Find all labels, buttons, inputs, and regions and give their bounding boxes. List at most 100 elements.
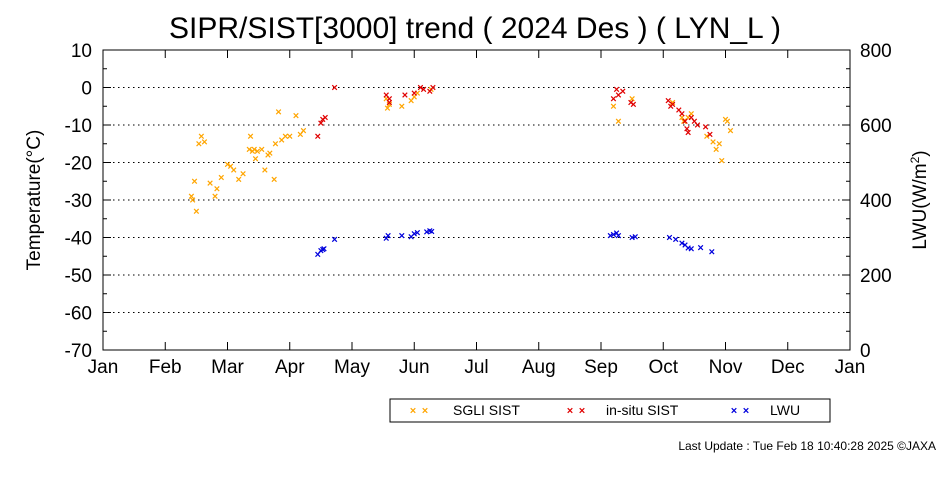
sgli-sist-point <box>218 174 224 181</box>
sgli-sist-point <box>259 146 265 153</box>
month-label: Feb <box>149 357 182 378</box>
lwu-point <box>615 232 622 239</box>
left-tick-label: -70 <box>65 341 92 362</box>
lwu-point <box>709 249 715 255</box>
legend-label-sgli: SGLI SIST <box>453 402 520 418</box>
sgli-sist-point <box>235 176 242 183</box>
sgli-sist-point <box>713 146 719 153</box>
right-tick-label: 200 <box>860 266 892 287</box>
legend-marker <box>731 407 737 414</box>
insitu-sist-point <box>679 111 685 117</box>
lwu-point <box>414 229 421 236</box>
month-label: Jul <box>464 357 488 378</box>
insitu-sist-point <box>402 92 408 98</box>
lwu-point <box>688 246 694 252</box>
insitu-sist-point <box>322 114 328 121</box>
insitu-sist-point <box>331 84 338 91</box>
sgli-sist-point <box>724 118 731 124</box>
month-label: Jan <box>88 357 119 378</box>
sgli-sist-point <box>300 127 307 134</box>
insitu-sist-point <box>685 129 691 136</box>
insitu-sist-point <box>669 101 676 108</box>
lwu-point <box>632 234 638 240</box>
sgli-sist-point <box>207 180 213 186</box>
sgli-sist-point <box>254 148 261 154</box>
sgli-sist-point <box>293 112 299 119</box>
sgli-sist-point <box>231 167 237 173</box>
insitu-sist-point <box>613 86 620 93</box>
sgli-sist-point <box>669 99 676 106</box>
month-label: Oct <box>648 357 678 378</box>
left-tick-label: -10 <box>65 116 92 137</box>
insitu-sist-point <box>411 90 417 96</box>
sgli-sist-point <box>386 101 393 108</box>
last-update-text: Last Update : Tue Feb 18 10:40:28 2025 ©… <box>678 439 936 453</box>
legend-marker <box>422 407 428 414</box>
legend-marker <box>743 407 749 414</box>
lwu-point <box>610 231 617 238</box>
lwu-point <box>679 240 685 246</box>
lwu-point <box>697 244 704 251</box>
left-tick-label: 0 <box>81 79 92 100</box>
axis-ticks: 100-10-20-30-40-50-60-708006004002000Jan… <box>65 41 892 378</box>
legend-marker <box>567 407 573 414</box>
sgli-sist-point <box>267 150 273 156</box>
month-label: Nov <box>709 357 743 378</box>
sgli-sist-point <box>251 146 257 153</box>
left-tick-label: -60 <box>65 304 92 325</box>
sgli-sist-point <box>193 208 200 214</box>
lwu-point <box>428 228 435 235</box>
lwu-point <box>321 246 327 252</box>
insitu-sist-point <box>684 126 690 132</box>
month-label: Mar <box>211 357 244 378</box>
lwu-point <box>672 236 679 243</box>
sgli-sist-point <box>282 133 289 139</box>
lwu-point <box>423 229 430 235</box>
lwu-point <box>399 232 405 239</box>
lwu-point <box>607 232 614 239</box>
sgli-sist-point <box>272 141 279 147</box>
insitu-sist-point <box>610 96 617 102</box>
legend-label-lwu: LWU <box>770 402 800 418</box>
sgli-sist-point <box>716 141 722 147</box>
sgli-sist-point <box>275 109 282 115</box>
sgli-sist-point <box>191 178 198 184</box>
month-label: Dec <box>771 357 805 378</box>
lwu-point <box>385 232 391 239</box>
left-tick-label: -20 <box>65 154 92 175</box>
sgli-sist-point <box>704 133 710 139</box>
left-tick-label: -40 <box>65 229 92 250</box>
sgli-sist-point <box>224 161 231 168</box>
sgli-sist-point <box>727 127 734 134</box>
left-axis-label: Temperature(°C) <box>24 130 45 271</box>
insitu-sist-point <box>682 118 688 124</box>
sgli-sist-point <box>681 118 687 124</box>
sgli-sist-point <box>615 118 622 124</box>
right-tick-label: 400 <box>860 191 892 212</box>
grid-lines <box>103 87 850 313</box>
right-tick-label: 600 <box>860 116 892 137</box>
lwu-point <box>411 231 417 237</box>
legend-marker <box>410 407 416 414</box>
legend-label-insitu: in-situ SIST <box>606 402 679 418</box>
month-label: Apr <box>275 357 305 378</box>
sgli-sist-point <box>196 141 202 147</box>
legend-marker <box>579 407 585 414</box>
left-tick-label: -50 <box>65 266 92 287</box>
sgli-sist-point <box>271 176 277 183</box>
insitu-sist-point <box>318 120 324 126</box>
insitu-sist-point <box>620 88 626 94</box>
insitu-sist-point <box>694 122 701 128</box>
sgli-sist-point <box>246 146 253 153</box>
plot-frame <box>102 49 851 351</box>
sgli-sist-point <box>198 133 205 139</box>
sgli-sist-point <box>399 103 405 109</box>
sgli-sist-point <box>212 193 218 199</box>
sgli-sist-point <box>262 167 268 173</box>
insitu-sist-point <box>702 124 709 130</box>
sgli-sist-point <box>610 103 617 109</box>
sgli-sist-point <box>384 105 391 111</box>
sgli-sist-point <box>189 197 196 203</box>
insitu-sist-point <box>420 86 427 93</box>
sgli-sist-point <box>710 139 716 145</box>
